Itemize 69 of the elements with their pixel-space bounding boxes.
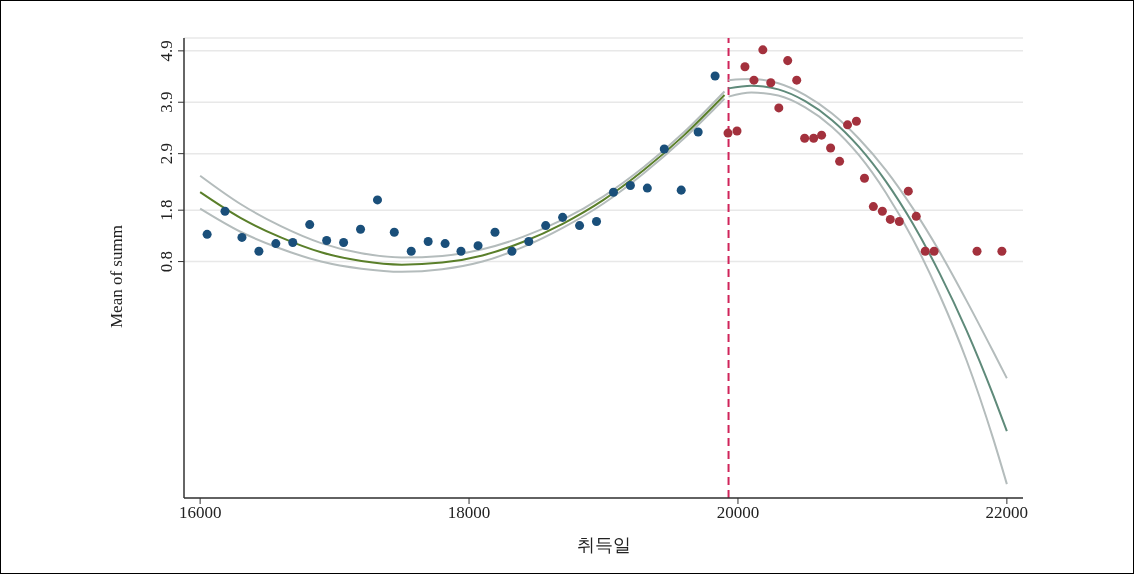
point — [202, 229, 212, 239]
y-tick-label: 1.8 — [157, 199, 176, 221]
point — [541, 221, 551, 231]
point — [740, 62, 750, 72]
point — [835, 156, 845, 166]
point — [220, 206, 230, 216]
point — [766, 78, 776, 88]
point — [732, 126, 742, 136]
point — [710, 71, 720, 81]
y-tick-label: 0.8 — [157, 250, 176, 273]
point — [783, 56, 793, 66]
point — [608, 187, 618, 197]
y-tick-label: 4.9 — [157, 40, 176, 62]
point — [885, 214, 895, 224]
point — [911, 211, 921, 221]
point — [558, 212, 568, 222]
point — [749, 75, 759, 85]
x-tick-label: 20000 — [716, 503, 760, 523]
point — [676, 185, 686, 195]
point — [758, 45, 768, 55]
point — [490, 227, 500, 237]
point — [423, 237, 433, 247]
x-tick-label: 16000 — [178, 503, 222, 523]
point — [507, 246, 517, 256]
point — [877, 206, 887, 216]
point — [920, 246, 930, 256]
point — [868, 202, 878, 212]
point — [972, 246, 982, 256]
point — [356, 224, 366, 234]
point — [929, 246, 939, 256]
point — [473, 241, 483, 251]
point — [456, 246, 466, 256]
point — [288, 238, 298, 248]
x-tick-label: 22000 — [985, 503, 1029, 523]
point — [237, 232, 247, 242]
point — [322, 236, 332, 246]
point — [389, 227, 399, 237]
point — [826, 143, 836, 153]
point — [625, 181, 635, 191]
x-axis-title: 취득일 — [576, 534, 631, 555]
y-tick-label: 3.9 — [157, 91, 176, 113]
point — [792, 75, 802, 85]
point — [851, 116, 861, 126]
point — [271, 239, 281, 249]
point — [524, 237, 534, 247]
y-tick-label: 2.9 — [157, 143, 176, 165]
point — [339, 238, 349, 248]
point — [723, 128, 733, 138]
point — [817, 130, 827, 140]
point — [406, 246, 416, 256]
point — [372, 195, 382, 205]
point — [774, 103, 784, 113]
point — [809, 133, 819, 143]
point — [903, 186, 913, 196]
point — [575, 221, 585, 231]
x-tick-label: 18000 — [447, 503, 491, 523]
point — [859, 173, 869, 183]
point — [591, 216, 602, 226]
point — [440, 239, 450, 249]
point — [843, 120, 853, 130]
point — [659, 144, 669, 154]
y-axis-title: Mean of summ — [107, 225, 127, 328]
point — [642, 183, 652, 193]
point — [800, 133, 810, 143]
point — [305, 220, 315, 230]
point — [997, 246, 1007, 256]
point — [254, 246, 264, 256]
point — [693, 127, 703, 137]
point — [894, 216, 904, 226]
